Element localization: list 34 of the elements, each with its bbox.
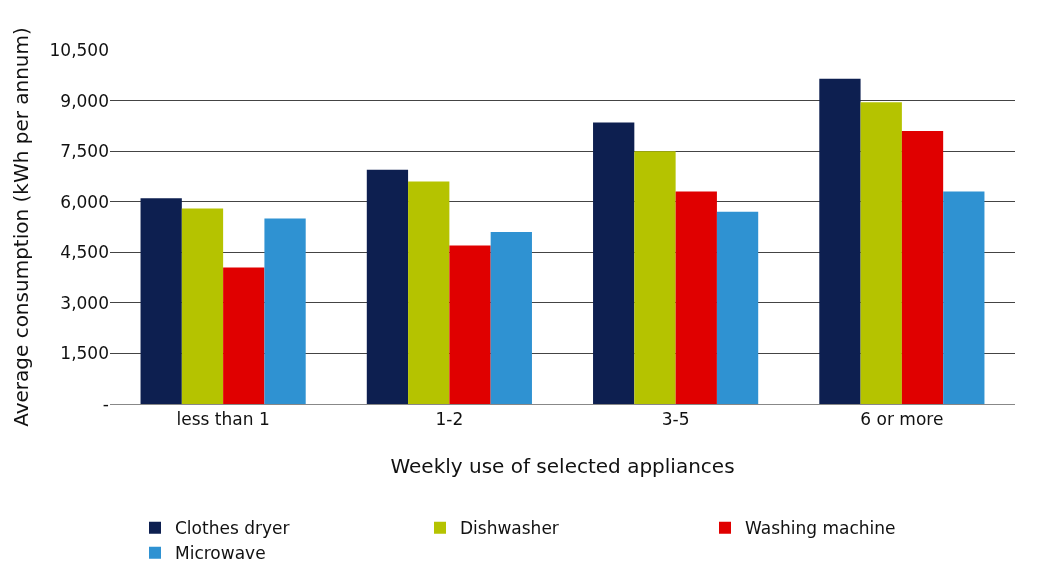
bar [634,151,676,404]
bar [860,102,902,404]
bar [716,211,759,404]
bar [943,191,985,404]
x-tick-label: 3-5 [661,409,690,430]
bar [819,78,861,404]
bar [901,130,944,404]
bar [408,181,450,404]
bar [449,245,491,404]
x-tick-label: 1-2 [435,409,464,430]
y-tick-label: - [102,393,109,414]
x-axis-title: Weekly use of selected appliances [390,453,735,478]
x-tick-label: less than 1 [176,409,270,430]
bar [366,169,409,404]
y-tick-label: 7,500 [60,141,109,162]
legend-label: Washing machine [745,518,896,539]
bar [593,122,635,404]
y-tick-label: 1,500 [60,343,109,364]
y-tick-label: 9,000 [60,90,109,111]
bar [490,232,532,404]
bar [223,267,265,404]
bar [675,191,717,404]
y-tick-label: 3,000 [60,292,109,313]
legend-label: Microwave [175,543,266,564]
y-axis-title: Average consumption (kWh per annum) [9,27,34,427]
bar [140,198,182,404]
bar [264,218,306,404]
x-tick-label: 6 or more [860,409,944,430]
legend-label: Dishwasher [460,518,559,539]
legend-label: Clothes dryer [175,518,290,539]
y-tick-label: 6,000 [60,191,109,212]
y-tick-label: 4,500 [60,242,109,263]
bar [181,208,224,404]
y-tick-label: 10,500 [49,39,109,60]
